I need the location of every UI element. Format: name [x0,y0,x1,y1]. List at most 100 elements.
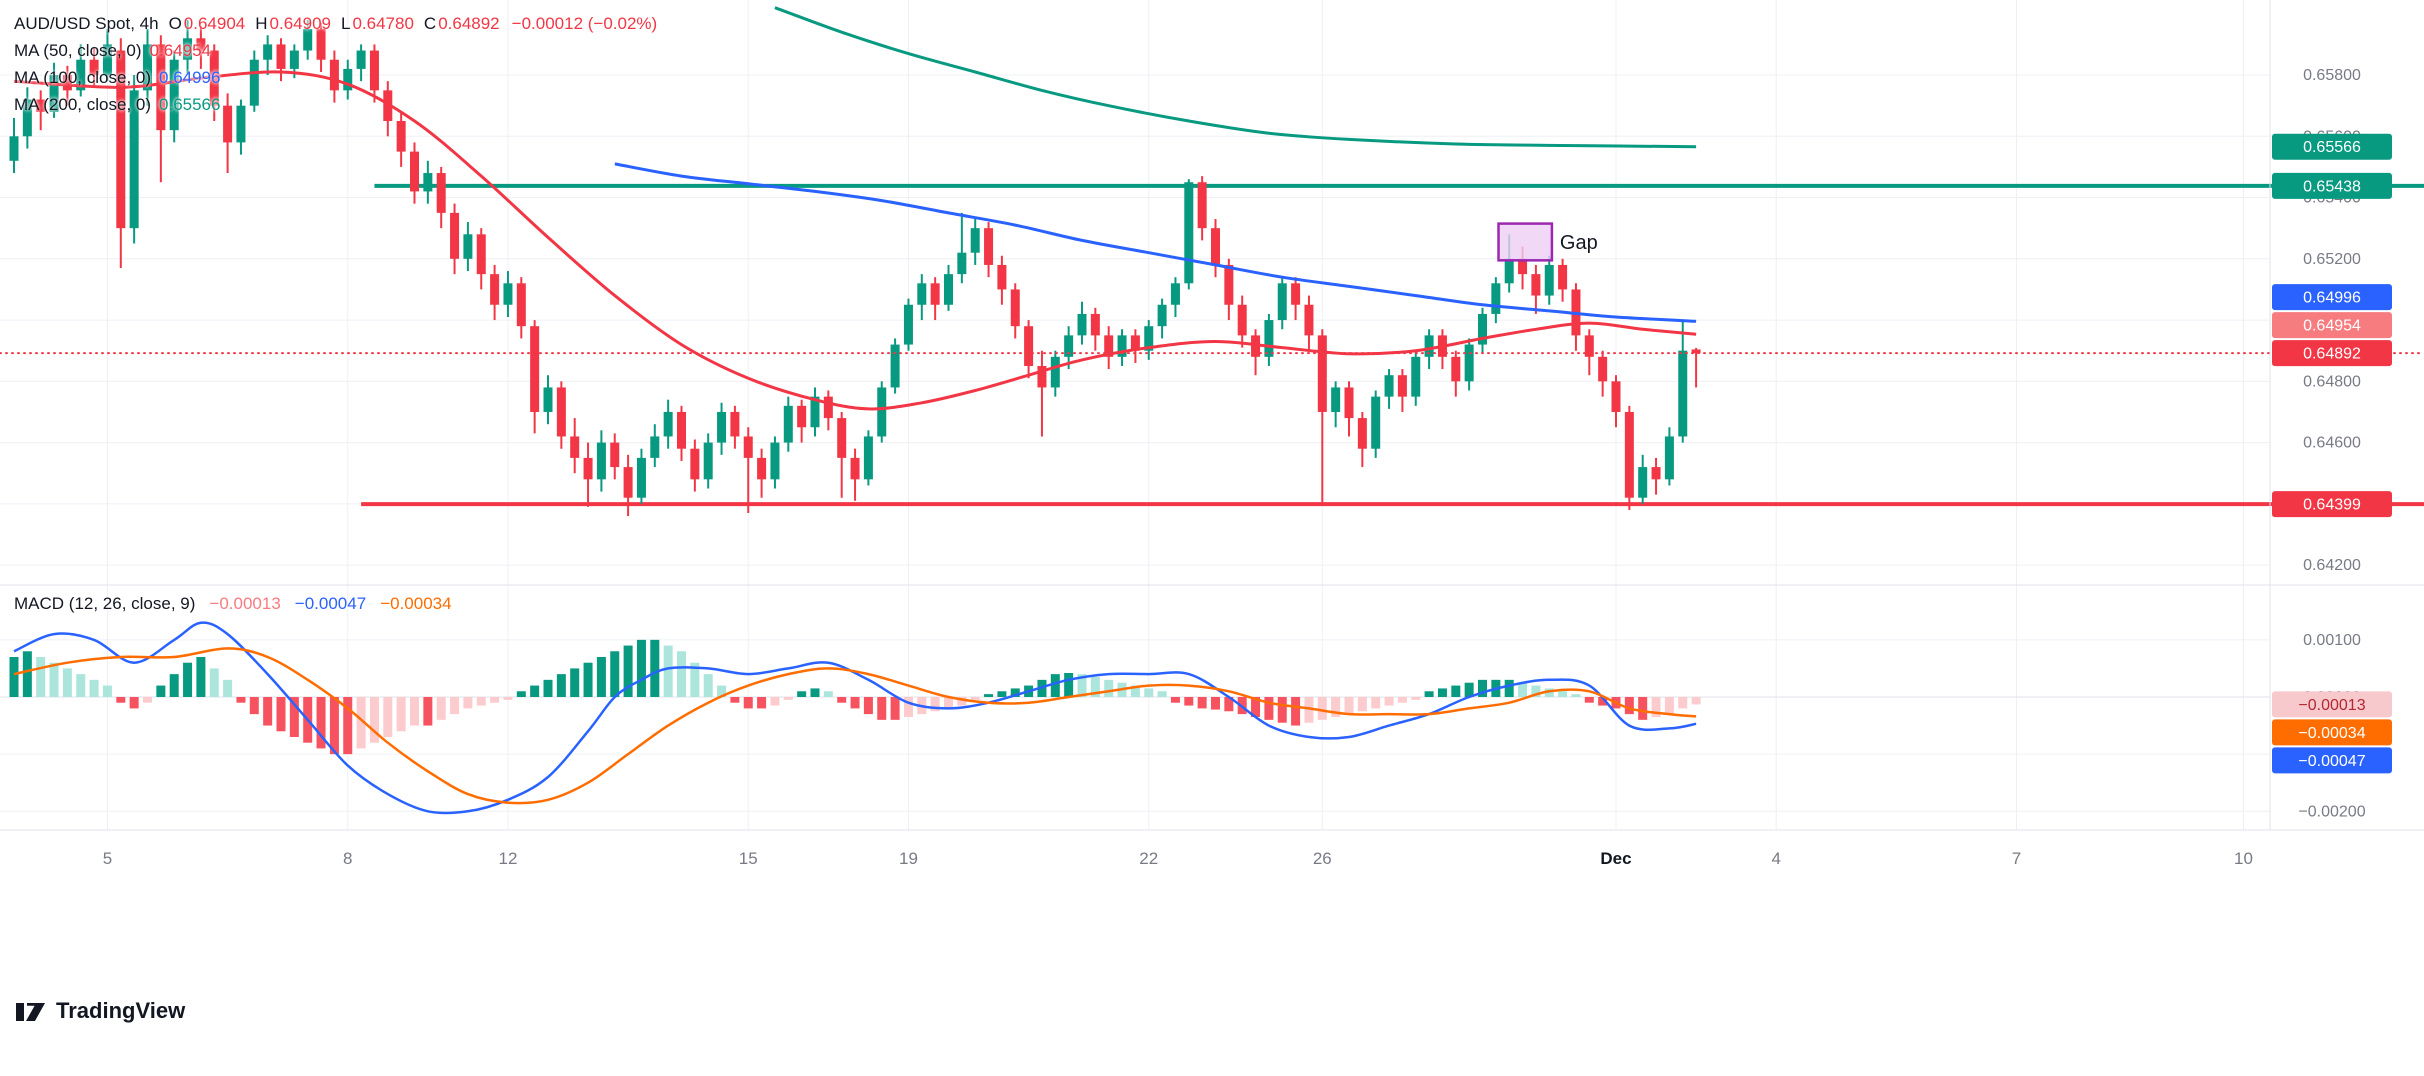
macd-histogram-bar [76,674,86,697]
close-value: 0.64892 [438,13,500,33]
price-axis-badge [2272,719,2392,746]
candle-body [1064,335,1074,357]
macd-histogram-bar [62,668,72,697]
candle-body [890,344,900,388]
candle-body [1090,313,1100,336]
macd-histogram-bar [263,696,273,726]
macd-histogram-bar [156,685,166,697]
candle-body [1424,335,1434,357]
candle-body [1491,283,1501,314]
price-axis-label: 0.65800 [2303,67,2361,84]
macd-histogram-bar [343,696,353,755]
ohlc-high: H 0.64909 [255,14,331,34]
macd-histogram-bar [863,696,873,715]
candle-body [997,264,1007,290]
ma50-label: MA (50, close, 0) [14,40,142,60]
macd-histogram-bar [503,696,513,700]
macd-histogram-bar [957,696,967,706]
candle-body [984,228,994,265]
time-axis-label: 15 [739,849,758,868]
candle-body [1518,258,1528,275]
gap-annotation-box[interactable] [1497,222,1554,262]
macd-histogram-bar [143,696,152,703]
ma100-value: 0.64996 [159,67,221,87]
candle-body [1211,228,1220,265]
candle-body [316,29,326,60]
macd-histogram-bar [236,696,246,703]
macd-histogram-bar [556,674,566,697]
candle-body [423,173,433,192]
ma100-row[interactable]: MA (100, close, 0) 0.64996 [14,64,657,91]
macd-histogram-bar [1144,688,1154,697]
candle-body [677,411,686,449]
low-label: L [340,13,351,33]
price-axis-badge-text: 0.65566 [2303,139,2361,156]
price-axis-badge [2272,691,2392,718]
candle-body [62,75,72,91]
candle-body [183,38,193,60]
macd-histogram-bar [223,679,233,697]
high-value: 0.64909 [269,13,331,33]
ma200-label: MA (200, close, 0) [14,94,152,114]
price-axis-badge-text: −0.00013 [2298,697,2365,714]
candle-body [703,442,713,480]
candle-body [636,457,646,498]
macd-histogram-bar [1518,682,1528,697]
price-axis-badge [2272,340,2392,367]
gap-annotation-label: Gap [1560,232,1598,254]
candle-body [1170,283,1180,305]
tradingview-logo[interactable]: TradingView [14,996,185,1026]
macd-histogram-bar [1531,685,1541,697]
price-axis-label: 0.64800 [2303,373,2361,390]
ma200-row[interactable]: MA (200, close, 0) 0.65566 [14,91,657,118]
macd-histogram-bar [770,696,780,706]
tradingview-logo-icon [16,1003,45,1021]
candle-body [102,44,112,76]
price-axis-badge-text: −0.00034 [2298,725,2365,742]
macd-histogram-bar [636,639,646,697]
price-axis-badge-text: −0.00047 [2298,753,2365,770]
macd-histogram-bar [944,696,953,709]
candle-body [743,436,753,458]
macd-histogram-bar [129,696,139,709]
symbol-title[interactable]: AUD/USD Spot, 4h [14,13,159,33]
open-label: O [168,13,182,33]
macd-histogram-bar [209,668,219,697]
high-label: H [255,13,268,33]
candle-body [1237,304,1247,336]
macd-histogram-bar [450,696,460,715]
price-axis-badge [2272,284,2392,311]
candle-body [596,442,606,480]
macd-histogram-bar [783,696,793,700]
macd-histogram-bar [1357,696,1367,712]
open-value: 0.64904 [183,13,246,33]
ma50-row[interactable]: MA (50, close, 0) 0.64954 [14,37,657,64]
candle-body [1584,335,1594,357]
candle-body [944,274,953,305]
macd-histogram-bar [997,691,1007,697]
macd-legend[interactable]: MACD (12, 26, close, 9) −0.00013 −0.0004… [14,594,466,614]
candle-body [369,50,379,91]
ma50-line [13,70,1697,411]
price-axis-badge [2272,491,2392,518]
candle-body [36,99,46,112]
macd-histogram-bar [1064,672,1074,697]
candle-body [1624,411,1634,498]
time-axis[interactable] [0,830,2424,880]
candle-body [1544,264,1554,296]
macd-histogram-bar [516,691,526,697]
time-axis-label: 19 [899,849,918,868]
macd-histogram-bar [463,696,473,709]
macd-histogram-bar [570,668,580,697]
macd-histogram-bar [1077,674,1087,697]
candle-body [1357,418,1367,449]
candle-body [410,151,419,192]
macd-histogram-bar [1411,696,1421,700]
time-axis-label: Dec [1600,849,1631,868]
macd-signal-line [13,647,1697,805]
candle-body [383,90,393,121]
ma100-label: MA (100, close, 0) [14,67,152,87]
macd-histogram-bar [1130,685,1140,697]
